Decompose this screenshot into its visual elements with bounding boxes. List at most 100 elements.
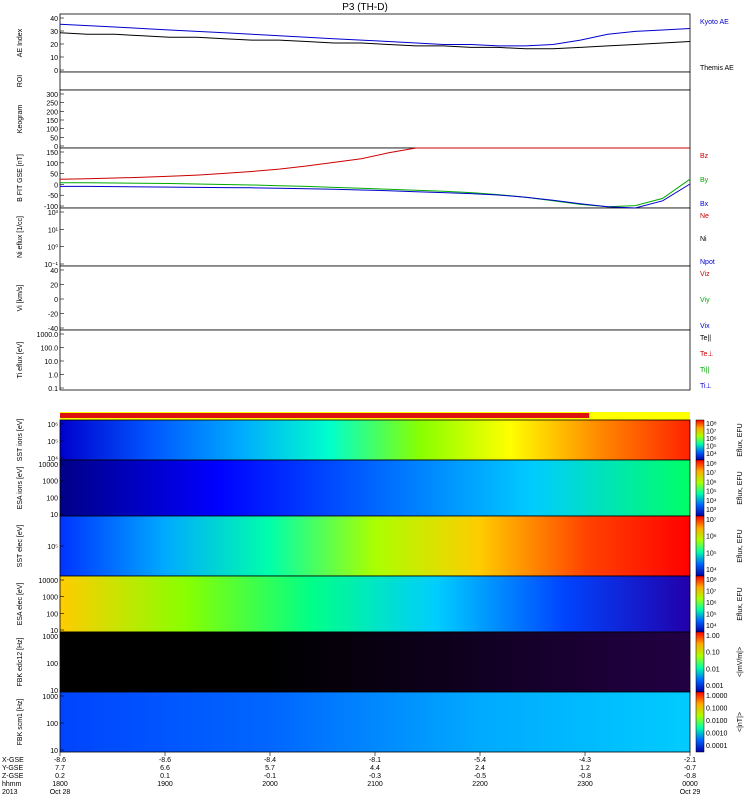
colorbar-fbk2	[695, 691, 705, 753]
x-tick-label: -0.1	[264, 773, 276, 780]
x-tick-label: Oct 29	[680, 789, 701, 796]
time-row-label: Y-GSE	[2, 765, 23, 772]
y-tick-label: -20	[48, 312, 58, 319]
y-tick-label: 10⁰	[47, 244, 58, 252]
themis-ae-line	[59, 32, 691, 50]
legend-label: Ti⊥	[700, 383, 712, 390]
spectrogram-esa_i	[60, 460, 690, 516]
panel-fbk2: 1.0000 0.1000 0.0100 0.0010 0.0001 <|nT|> 1000…	[17, 691, 744, 755]
x-tick-label: -2.1	[684, 757, 696, 764]
y-tick-label: 1000	[42, 694, 58, 701]
colorbar-sst_e	[695, 515, 705, 577]
y-tick-label: 40	[50, 268, 58, 275]
colorbar-tick: 10⁸	[706, 577, 717, 584]
panel-esa_i: 10⁸ 10⁷ 10⁶ 10⁵ 10⁴ 10³ Eflux, EFU 10000 1000 100…	[17, 459, 744, 519]
panel-bg	[60, 208, 690, 266]
y-tick-label: 10⁴	[47, 456, 58, 463]
x-tick-label: -0.7	[684, 765, 696, 772]
by-line	[60, 178, 691, 208]
y-tick-label: 0	[54, 144, 58, 151]
y-tick-label: 100	[46, 161, 58, 168]
panel-temperature: 1000.0 100.0 10.0 1.0 0.1 Ti eflux [eV] Te|| Te…	[17, 329, 714, 393]
plot-title: P3 (TH-D)	[342, 2, 388, 13]
colorbar-tick: 10⁷	[706, 517, 717, 524]
time-row-label: 2013	[2, 789, 18, 796]
legend-label: Ni	[700, 236, 707, 243]
colorbar-fbk1	[695, 631, 705, 693]
region-bar	[60, 413, 590, 418]
legend-label: Viz	[700, 271, 710, 278]
legend-label: Te||	[700, 335, 711, 342]
y-tick-label: 0	[54, 297, 58, 304]
colorbar-label: <|mV/m|>	[737, 647, 744, 677]
kyoto-ae-line	[59, 23, 691, 47]
y-axis-label: SST elec [eV]	[17, 525, 24, 568]
colorbar-tick: 10⁶	[706, 436, 717, 443]
x-tick-label: -8.4	[264, 757, 276, 764]
panel-bfield: 150 100 50 0 -50 -100 B FIT GSE [nT] Bz By Bx	[17, 147, 709, 211]
panel-roi: ROI	[17, 71, 691, 91]
colorbar-tick: 10⁷	[706, 429, 717, 436]
x-tick-label: 4.4	[370, 765, 380, 772]
legend-label: Bz	[700, 153, 709, 160]
panel-sst_e: 10⁷ 10⁶ 10⁵ 10⁴ Eflux, EFU 10⁵ SST elec [eV]	[17, 515, 744, 577]
x-tick-label: Oct 28	[50, 789, 71, 796]
legend-label: Ti||	[700, 367, 709, 374]
time-row-label: hhmm	[2, 781, 22, 788]
y-tick-label: 100	[46, 661, 58, 668]
y-axis-label: ESA elec [eV]	[17, 583, 24, 626]
colorbar-tick: 10⁶	[706, 600, 717, 607]
y-axis-label: B FIT GSE [nT]	[17, 154, 24, 202]
y-tick-label: 10⁵	[47, 439, 58, 446]
colorbar-tick: 10⁸	[706, 421, 717, 428]
x-tick-label: 5.7	[265, 765, 275, 772]
legend-label: Viy	[700, 297, 710, 304]
y-axis-label: Ni eflux [1/cc]	[17, 216, 24, 258]
colorbar-tick: 10⁵	[706, 550, 717, 557]
colorbar-esa_e	[695, 575, 705, 633]
colorbar-tick: 0.0001	[706, 743, 728, 750]
y-tick-label: 100.0	[40, 346, 58, 353]
legend-label: Bx	[700, 201, 709, 208]
legend-label: By	[700, 177, 709, 184]
colorbar-tick: 10⁶	[706, 479, 717, 486]
y-axis-label: SST ions [eV]	[17, 419, 24, 462]
y-tick-label: 50	[50, 172, 58, 179]
legend-label: Ne	[700, 213, 709, 220]
y-tick-label: 300	[46, 92, 58, 99]
panel-bg	[60, 148, 690, 208]
x-tick-label: -0.8	[579, 773, 591, 780]
y-tick-label: -40	[48, 326, 58, 333]
y-tick-label: 0	[54, 182, 58, 189]
y-tick-label: 10	[50, 55, 58, 62]
x-tick-label: 0.2	[55, 773, 65, 780]
colorbar-tick: 1.0000	[706, 693, 728, 700]
colorbar-tick: 10⁵	[706, 612, 717, 619]
panel-density: 10³ 10¹ 10⁰ 10⁻¹ Ni eflux [1/cc] Ne Ni Npot	[17, 207, 715, 269]
spectrogram-sst_i	[60, 420, 690, 460]
y-tick-label: 100	[46, 127, 58, 134]
y-tick-label: -50	[48, 193, 58, 200]
x-tick-label: -0.8	[684, 773, 696, 780]
y-axis-label: AE Index	[17, 28, 24, 57]
y-tick-label: 10	[50, 512, 58, 519]
panel-fbk1: 1.00 0.10 0.01 0.001 <|mV/m|> 1000 100 10 FBK ed…	[17, 631, 744, 695]
y-axis-label: Ti eflux [eV]	[17, 342, 24, 379]
colorbar-tick: 0.1000	[706, 706, 728, 713]
colorbar-label: Eflux, EFU	[737, 423, 744, 456]
y-tick-label: 100	[46, 495, 58, 502]
y-tick-label: 100	[46, 721, 58, 728]
y-axis-label: FBK scm1 [Hz]	[17, 699, 24, 746]
x-tick-label: 0000	[682, 781, 698, 788]
colorbar-tick: 10⁷	[706, 470, 717, 477]
y-tick-label: 10000	[39, 462, 59, 469]
panel-bg	[60, 72, 690, 90]
colorbar-tick: 10⁷	[706, 589, 717, 596]
y-tick-label: 150	[46, 150, 58, 157]
y-axis-label: FBK edc12 [Hz]	[17, 637, 24, 686]
colorbar-tick: 10⁵	[706, 444, 717, 451]
colorbar-tick: 10⁴	[706, 567, 717, 574]
